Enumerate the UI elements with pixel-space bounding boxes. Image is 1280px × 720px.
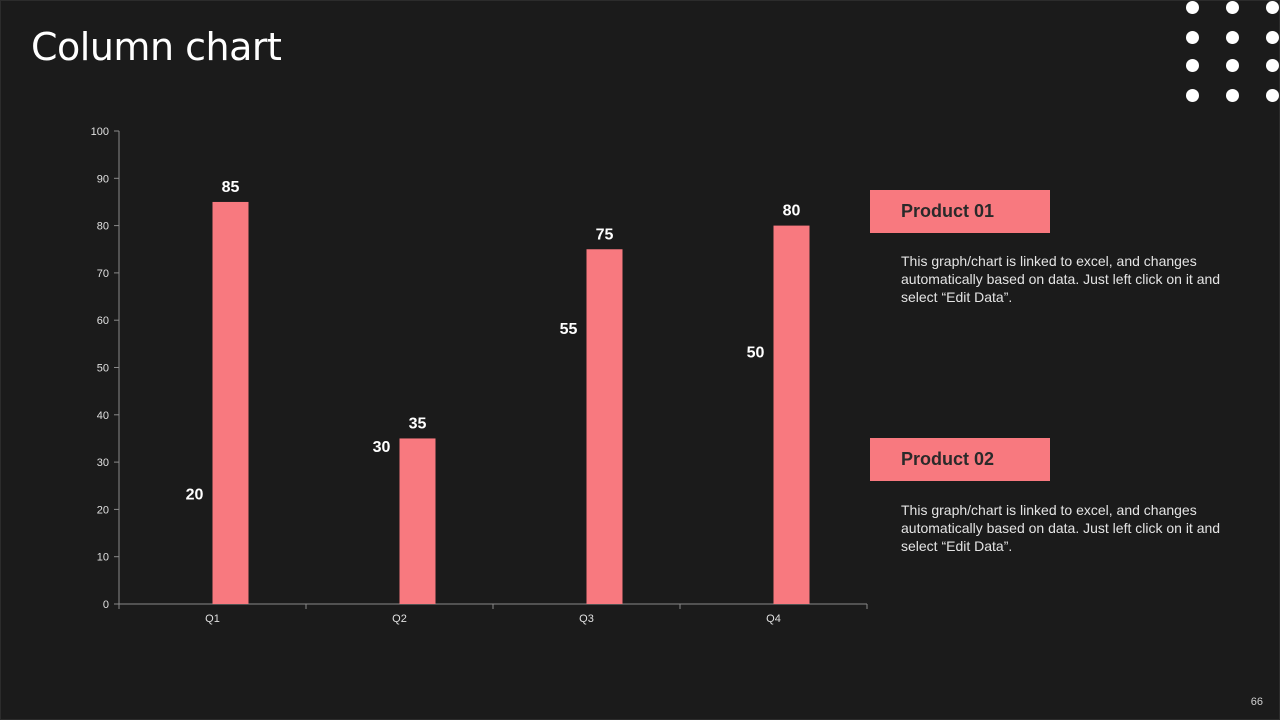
legend-product-02-description: This graph/chart is linked to excel, and… — [901, 502, 1221, 554]
dot — [1266, 89, 1279, 102]
y-tick-label: 100 — [91, 126, 109, 138]
legend-product-02: Product 02 — [870, 438, 1050, 481]
dot — [1186, 89, 1199, 102]
legend-product-01-description: This graph/chart is linked to excel, and… — [901, 253, 1221, 305]
y-tick-label: 0 — [103, 599, 109, 611]
slide-title: Column chart — [31, 25, 282, 69]
data-label-series-2: 75 — [596, 226, 614, 243]
y-tick-label: 30 — [97, 457, 109, 469]
dot — [1186, 1, 1199, 14]
x-tick-label: Q3 — [579, 613, 594, 625]
bar-series-1 — [356, 462, 392, 604]
y-tick-label: 70 — [97, 268, 109, 280]
data-label-series-1: 30 — [373, 439, 391, 456]
column-chart: 0 10 20 30 40 50 60 70 80 90 100 Q1 Q2 Q3 Q4 20 85 30 35 55… — [91, 126, 868, 625]
dot — [1186, 31, 1199, 44]
y-tick-label: 10 — [97, 552, 109, 564]
bar-series-2 — [399, 438, 436, 604]
legend-product-01: Product 01 — [870, 190, 1050, 233]
bar-series-1 — [169, 509, 205, 604]
x-tick-label: Q4 — [766, 613, 781, 625]
dot — [1226, 59, 1239, 72]
dot — [1226, 89, 1239, 102]
bar-series-1 — [730, 368, 766, 605]
dot — [1226, 31, 1239, 44]
data-label-series-2: 85 — [222, 179, 240, 196]
x-tick-label: Q2 — [392, 613, 407, 625]
x-tick-label: Q1 — [205, 613, 220, 625]
dot — [1186, 59, 1199, 72]
data-label-series-1: 55 — [560, 321, 578, 338]
bar-series-1 — [543, 344, 579, 604]
data-label-series-1: 50 — [747, 345, 765, 362]
data-label-series-2: 80 — [783, 203, 801, 220]
y-tick-label: 20 — [97, 504, 109, 516]
dot — [1266, 1, 1279, 14]
y-tick-label: 50 — [97, 363, 109, 375]
bar-series-2 — [212, 201, 249, 604]
dot — [1266, 31, 1279, 44]
bar-series-2 — [773, 225, 810, 604]
dot — [1226, 1, 1239, 14]
data-label-series-2: 35 — [409, 415, 427, 432]
y-tick-label: 90 — [97, 173, 109, 185]
data-label-series-1: 20 — [186, 486, 204, 503]
y-tick-label: 60 — [97, 315, 109, 327]
dot — [1266, 59, 1279, 72]
page-number: 66 — [1250, 696, 1263, 708]
y-tick-label: 80 — [97, 221, 109, 233]
y-tick-label: 40 — [97, 410, 109, 422]
bar-series-2 — [586, 249, 623, 604]
